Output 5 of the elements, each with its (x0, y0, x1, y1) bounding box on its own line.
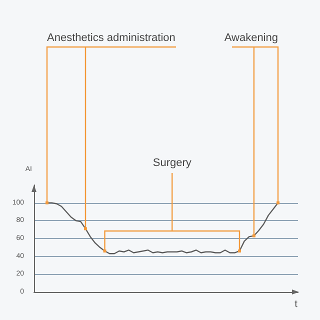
text: Anesthetics administration (47, 32, 176, 44)
line-series (46, 201, 280, 254)
text: Surgery (152, 157, 192, 169)
x-axis-title: t (294, 299, 298, 310)
text: Awakening (224, 32, 278, 44)
